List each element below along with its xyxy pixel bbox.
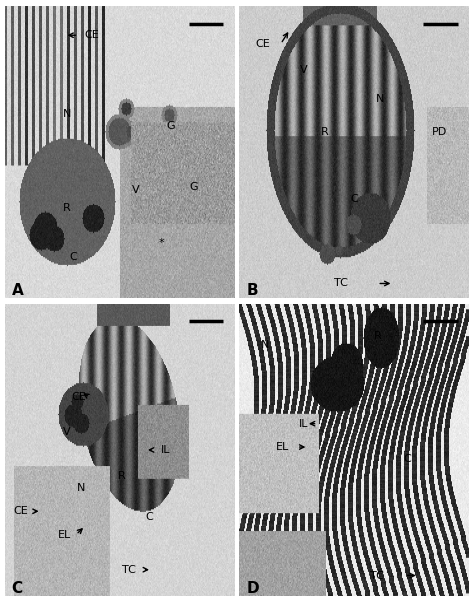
Text: N: N (375, 95, 384, 105)
Text: PD: PD (432, 126, 447, 137)
Text: V: V (63, 427, 71, 438)
Text: V: V (300, 65, 308, 75)
Text: CE: CE (255, 39, 270, 49)
Text: D: D (246, 582, 259, 597)
Text: TC: TC (122, 565, 136, 575)
Text: CE: CE (13, 506, 28, 517)
Text: N: N (63, 109, 71, 119)
Text: A: A (12, 284, 23, 299)
Text: B: B (246, 284, 258, 299)
Text: N: N (260, 340, 269, 350)
Text: G: G (166, 121, 174, 131)
Text: R: R (374, 331, 381, 341)
Text: R: R (320, 126, 328, 137)
Text: TC: TC (370, 571, 384, 580)
Text: C: C (350, 194, 358, 204)
Text: C: C (70, 252, 78, 262)
Text: EL: EL (58, 530, 71, 539)
Text: C: C (403, 454, 411, 464)
Text: C: C (146, 512, 154, 522)
Text: N: N (76, 483, 85, 493)
Text: IL: IL (161, 445, 171, 455)
Text: R: R (118, 471, 126, 481)
Text: *: * (158, 238, 164, 247)
Text: C: C (12, 582, 23, 597)
Text: EL: EL (276, 442, 290, 452)
Text: CE: CE (85, 30, 100, 40)
Text: V: V (132, 185, 140, 195)
Text: CE: CE (71, 393, 86, 402)
Text: IL: IL (299, 418, 309, 429)
Text: G: G (189, 182, 198, 192)
Text: TC: TC (334, 279, 347, 288)
Text: R: R (63, 202, 71, 213)
